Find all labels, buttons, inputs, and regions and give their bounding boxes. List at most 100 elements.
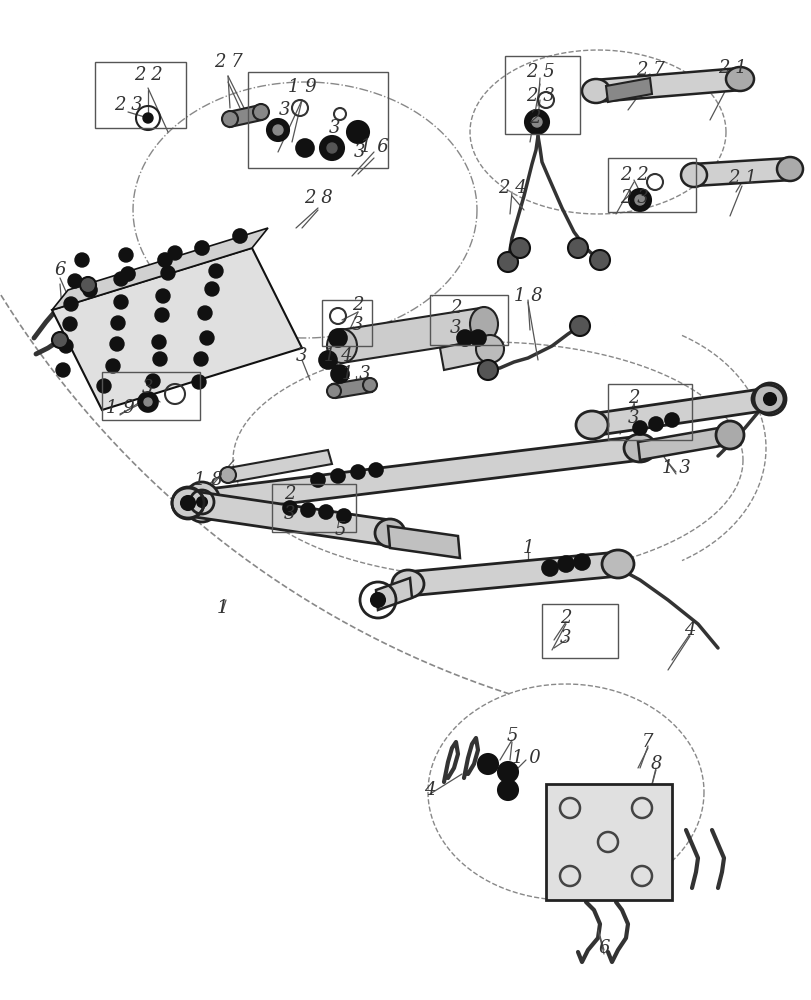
Polygon shape xyxy=(228,450,332,482)
Text: 2 4: 2 4 xyxy=(497,179,526,197)
Text: 8: 8 xyxy=(650,755,661,773)
Circle shape xyxy=(106,359,120,373)
Polygon shape xyxy=(228,105,262,127)
Text: 2 8: 2 8 xyxy=(303,189,332,207)
Circle shape xyxy=(331,365,349,383)
Circle shape xyxy=(569,316,590,336)
Circle shape xyxy=(319,351,337,369)
Circle shape xyxy=(557,556,573,572)
Ellipse shape xyxy=(575,411,607,439)
Circle shape xyxy=(63,317,77,331)
Circle shape xyxy=(633,421,646,435)
Circle shape xyxy=(327,143,337,153)
Text: 2 3: 2 3 xyxy=(619,189,647,207)
Polygon shape xyxy=(340,308,487,362)
Ellipse shape xyxy=(725,67,753,91)
Text: 5: 5 xyxy=(334,521,345,539)
Circle shape xyxy=(267,119,289,141)
Polygon shape xyxy=(605,78,651,102)
Circle shape xyxy=(283,501,297,515)
Circle shape xyxy=(181,496,195,510)
Circle shape xyxy=(198,306,212,320)
Circle shape xyxy=(152,335,165,349)
Circle shape xyxy=(200,331,214,345)
Text: 2 1: 2 1 xyxy=(727,169,755,187)
Circle shape xyxy=(195,241,208,255)
Circle shape xyxy=(634,195,644,205)
Ellipse shape xyxy=(715,421,743,449)
Text: 1: 1 xyxy=(216,599,227,617)
Text: 2 3: 2 3 xyxy=(525,87,554,105)
Circle shape xyxy=(531,117,541,127)
Text: 2 7: 2 7 xyxy=(213,53,242,71)
Text: 4: 4 xyxy=(423,781,436,799)
Circle shape xyxy=(52,332,68,348)
Text: 2 5: 2 5 xyxy=(525,63,554,81)
Circle shape xyxy=(327,384,341,398)
Polygon shape xyxy=(594,68,741,102)
Circle shape xyxy=(350,465,365,479)
Ellipse shape xyxy=(327,329,357,363)
Polygon shape xyxy=(545,784,672,900)
Text: 1 3: 1 3 xyxy=(661,459,689,477)
Text: 4: 4 xyxy=(684,621,695,639)
Circle shape xyxy=(497,780,517,800)
Text: 3: 3 xyxy=(284,505,295,523)
Polygon shape xyxy=(52,228,268,310)
Polygon shape xyxy=(637,426,731,460)
Circle shape xyxy=(221,111,238,127)
Polygon shape xyxy=(200,436,642,514)
Circle shape xyxy=(590,250,609,270)
Circle shape xyxy=(146,374,160,388)
Circle shape xyxy=(56,363,70,377)
Circle shape xyxy=(525,110,548,134)
Circle shape xyxy=(144,398,152,406)
Text: 3: 3 xyxy=(628,409,639,427)
Ellipse shape xyxy=(623,434,655,462)
Circle shape xyxy=(204,282,219,296)
Circle shape xyxy=(763,393,775,405)
Circle shape xyxy=(328,329,346,347)
Circle shape xyxy=(363,378,376,392)
Circle shape xyxy=(83,283,97,297)
Circle shape xyxy=(143,113,152,123)
Circle shape xyxy=(573,554,590,570)
Circle shape xyxy=(497,252,517,272)
Circle shape xyxy=(111,316,125,330)
Circle shape xyxy=(68,274,82,288)
Text: 3: 3 xyxy=(352,316,363,334)
Circle shape xyxy=(629,189,650,211)
Text: 2 7: 2 7 xyxy=(635,61,663,79)
Polygon shape xyxy=(375,578,411,610)
Ellipse shape xyxy=(680,163,706,187)
Polygon shape xyxy=(388,526,460,558)
Ellipse shape xyxy=(581,79,609,103)
Circle shape xyxy=(155,308,169,322)
Text: 3: 3 xyxy=(279,101,290,119)
Circle shape xyxy=(346,121,368,143)
Text: 1 8: 1 8 xyxy=(193,471,222,489)
Text: 7: 7 xyxy=(642,733,653,751)
Circle shape xyxy=(475,335,504,363)
Circle shape xyxy=(272,125,283,135)
Circle shape xyxy=(97,379,111,393)
Polygon shape xyxy=(52,248,302,410)
Circle shape xyxy=(168,246,182,260)
Circle shape xyxy=(80,277,96,293)
Text: 3: 3 xyxy=(560,629,571,647)
Text: 5: 5 xyxy=(505,727,517,745)
Ellipse shape xyxy=(776,157,802,181)
Circle shape xyxy=(368,463,383,477)
Circle shape xyxy=(648,417,663,431)
Circle shape xyxy=(161,266,175,280)
Text: 1: 1 xyxy=(521,539,533,557)
Circle shape xyxy=(64,297,78,311)
Circle shape xyxy=(191,375,206,389)
Ellipse shape xyxy=(751,385,783,413)
Circle shape xyxy=(138,392,158,412)
Text: 1 4: 1 4 xyxy=(324,347,352,365)
Polygon shape xyxy=(691,158,791,186)
Circle shape xyxy=(152,352,167,366)
Circle shape xyxy=(457,330,473,346)
Text: 1 8: 1 8 xyxy=(513,287,542,305)
